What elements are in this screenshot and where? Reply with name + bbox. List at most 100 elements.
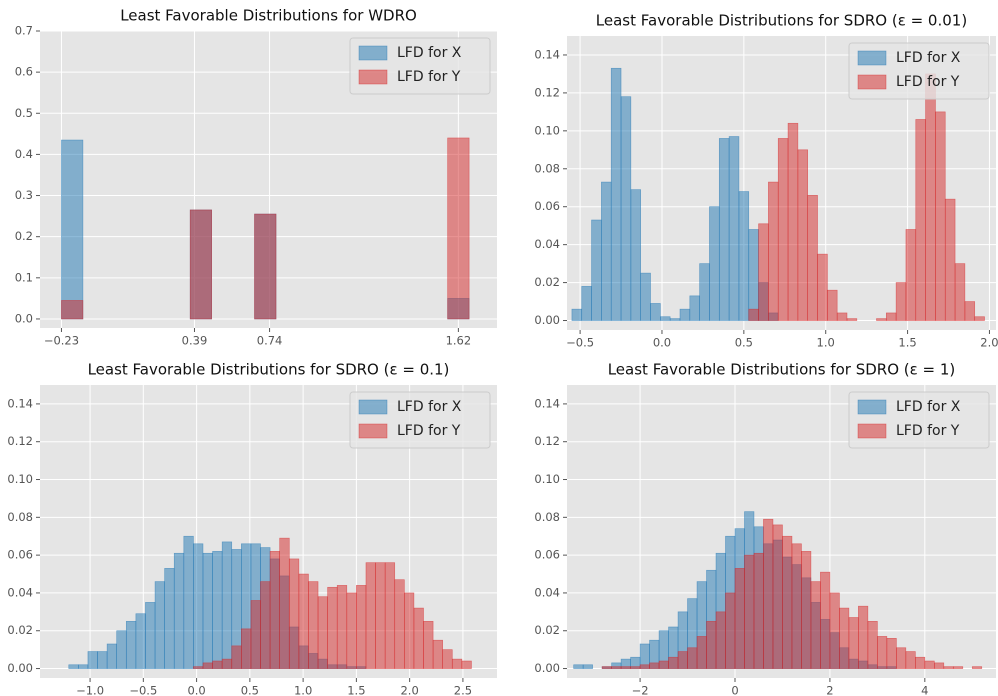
histogram-bar (173, 552, 185, 669)
histogram-bar (375, 562, 386, 669)
legend-label: LFD for Y (896, 423, 960, 439)
histogram-bar (571, 308, 583, 321)
histogram-bar (193, 543, 204, 669)
histogram-bar (886, 638, 897, 669)
x-tick-label: 2.5 (454, 684, 472, 696)
histogram-bar (679, 308, 691, 321)
histogram-bar (905, 651, 916, 669)
y-tick-label: 0.10 (7, 472, 33, 486)
histogram-bar (298, 573, 309, 669)
histogram-bar (687, 647, 698, 669)
histogram-bar (649, 662, 660, 669)
histogram-bar (858, 605, 869, 669)
histogram-bar (839, 607, 850, 669)
histogram-bar (308, 581, 319, 669)
legend-label: LFD for Y (397, 423, 461, 439)
histogram-bar (356, 585, 367, 669)
y-tick-label: 0.4 (15, 147, 33, 161)
subplot: Least Favorable Distributions for SDRO (… (7, 361, 497, 696)
histogram-bar (734, 568, 745, 669)
y-tick-label: 0.02 (7, 623, 33, 637)
histogram-bar (269, 551, 280, 669)
y-tick-label: 0.10 (534, 472, 560, 486)
y-tick-label: 0.12 (534, 434, 560, 448)
histogram-bar (971, 666, 983, 669)
histogram-bar (145, 602, 156, 669)
histogram-bar (782, 535, 793, 669)
histogram-bar (611, 666, 622, 669)
histogram-bar (791, 543, 802, 669)
x-tick-label: 0.5 (735, 336, 753, 350)
y-tick-label: 0.3 (15, 188, 33, 202)
histogram-bar (772, 524, 783, 669)
histogram-bar (202, 552, 213, 669)
histogram-bar (640, 272, 651, 321)
histogram-bar (677, 651, 688, 669)
chart-title: Least Favorable Distributions for SDRO (… (596, 12, 967, 30)
histogram-bar (212, 660, 223, 669)
histogram-bar (660, 316, 671, 321)
histogram-bar (231, 645, 242, 669)
histogram-bar (885, 312, 897, 321)
y-tick-label: 0.08 (7, 510, 33, 524)
histogram-bar (905, 229, 917, 321)
histogram-bar (346, 592, 357, 669)
legend-label: LFD for Y (397, 69, 461, 85)
histogram-bar (154, 581, 165, 669)
y-tick-label: 0.6 (15, 65, 33, 79)
x-tick-label: 1.0 (294, 684, 312, 696)
x-tick-label: 2.0 (980, 336, 998, 350)
histogram-bar (801, 551, 812, 669)
y-tick-label: 0.04 (7, 585, 33, 599)
subplot: Least Favorable Distributions for SDRO (… (534, 12, 998, 350)
histogram-bar (620, 666, 631, 669)
y-tick-label: 0.10 (534, 123, 560, 137)
histogram-bar (116, 630, 127, 669)
histogram-bar (183, 535, 194, 669)
histogram-bar (447, 137, 470, 320)
histogram-bar (432, 639, 443, 669)
subplot: Least Favorable Distributions for WDRO 0.… (15, 7, 497, 348)
x-tick-label: 0.0 (653, 336, 671, 350)
y-tick-label: 0.1 (15, 270, 33, 284)
histogram-bar (964, 301, 976, 321)
histogram-bar (384, 562, 396, 669)
y-tick-label: 0.06 (534, 199, 560, 213)
histogram-bar (254, 213, 277, 320)
chart-title: Least Favorable Distributions for SDRO (… (608, 361, 956, 379)
histogram-bar (581, 286, 592, 321)
histogram-bar (125, 620, 137, 669)
y-tick-label: 0.08 (534, 161, 560, 175)
x-tick-label: 0.0 (187, 684, 205, 696)
histogram-bar (753, 552, 764, 669)
histogram-bar (810, 581, 821, 669)
histogram-bar (288, 558, 300, 669)
histogram-bar (202, 662, 213, 669)
histogram-bar (738, 191, 750, 321)
histogram-bar (876, 318, 887, 321)
histogram-bar (777, 138, 789, 321)
x-tick-label: 0 (731, 684, 738, 696)
histogram-bar (768, 181, 779, 321)
legend-label: LFD for X (896, 399, 961, 415)
y-tick-label: 0.14 (534, 47, 560, 61)
histogram-bar (706, 620, 717, 669)
histogram-bar (669, 318, 681, 321)
histogram-bar (658, 660, 669, 669)
histogram-bar (696, 636, 707, 669)
y-tick-label: 0.2 (15, 229, 33, 243)
histogram-bar (718, 138, 730, 321)
histogram-bar (650, 303, 661, 321)
histogram-bar (610, 67, 622, 321)
histogram-bar (317, 596, 328, 669)
histogram-bar (639, 664, 650, 669)
y-tick-label: 0.14 (7, 396, 33, 410)
subplot: Least Favorable Distributions for SDRO (… (534, 361, 996, 696)
histogram-bar (423, 620, 434, 669)
histogram-bar (68, 664, 79, 669)
legend-swatch (358, 423, 388, 439)
x-tick-label: 0.5 (241, 684, 259, 696)
x-tick-label: −2 (632, 684, 649, 696)
histogram-bar (689, 295, 700, 321)
